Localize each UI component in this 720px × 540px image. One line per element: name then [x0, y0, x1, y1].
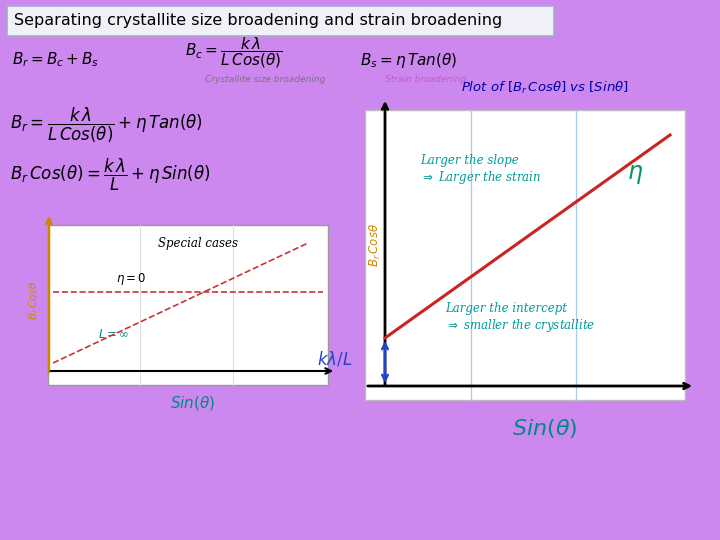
Text: Larger the intercept
$\Rightarrow$ smaller the crystallite: Larger the intercept $\Rightarrow$ small… — [445, 302, 595, 334]
Text: $B_r\,Cos\theta$: $B_r\,Cos\theta$ — [367, 223, 382, 267]
Text: Larger the slope
$\Rightarrow$ Larger the strain: Larger the slope $\Rightarrow$ Larger th… — [420, 154, 541, 186]
Text: $B_r = \dfrac{k\,\lambda}{L\,Cos(\theta)} + \eta\,Tan(\theta)$: $B_r = \dfrac{k\,\lambda}{L\,Cos(\theta)… — [10, 105, 203, 145]
Bar — [365, 110, 685, 400]
Text: $Plot\ of\ [B_r\,Cos\theta]\ vs\ [Sin\theta]$: $Plot\ of\ [B_r\,Cos\theta]\ vs\ [Sin\th… — [461, 80, 629, 96]
Text: $k\lambda/L$: $k\lambda/L$ — [318, 349, 353, 368]
FancyBboxPatch shape — [7, 6, 554, 36]
Text: $Sin(\theta)$: $Sin(\theta)$ — [513, 416, 577, 440]
Text: Strain broadening: Strain broadening — [385, 76, 466, 84]
Text: $L = \infty$: $L = \infty$ — [98, 328, 130, 341]
Text: Separating crystallite size broadening and strain broadening: Separating crystallite size broadening a… — [14, 14, 503, 29]
Text: $B_r\,Cos\theta$: $B_r\,Cos\theta$ — [27, 280, 41, 320]
Text: $B_r\,Cos(\theta) = \dfrac{k\,\lambda}{L} + \eta\,Sin(\theta)$: $B_r\,Cos(\theta) = \dfrac{k\,\lambda}{L… — [10, 157, 211, 193]
Text: Special cases: Special cases — [158, 237, 238, 249]
Text: $Sin(\theta)$: $Sin(\theta)$ — [170, 394, 216, 412]
Text: Crystallite size broadening: Crystallite size broadening — [205, 76, 325, 84]
Text: $B_c = \dfrac{k\,\lambda}{L\,Cos(\theta)}$: $B_c = \dfrac{k\,\lambda}{L\,Cos(\theta)… — [185, 36, 283, 70]
Text: $B_r = B_c + B_s$: $B_r = B_c + B_s$ — [12, 51, 99, 69]
Text: $\eta$: $\eta$ — [627, 164, 643, 186]
Bar — [48, 225, 328, 385]
Text: $B_s = \eta\,Tan(\theta)$: $B_s = \eta\,Tan(\theta)$ — [360, 51, 457, 70]
Text: $\eta = 0$: $\eta = 0$ — [116, 271, 146, 287]
